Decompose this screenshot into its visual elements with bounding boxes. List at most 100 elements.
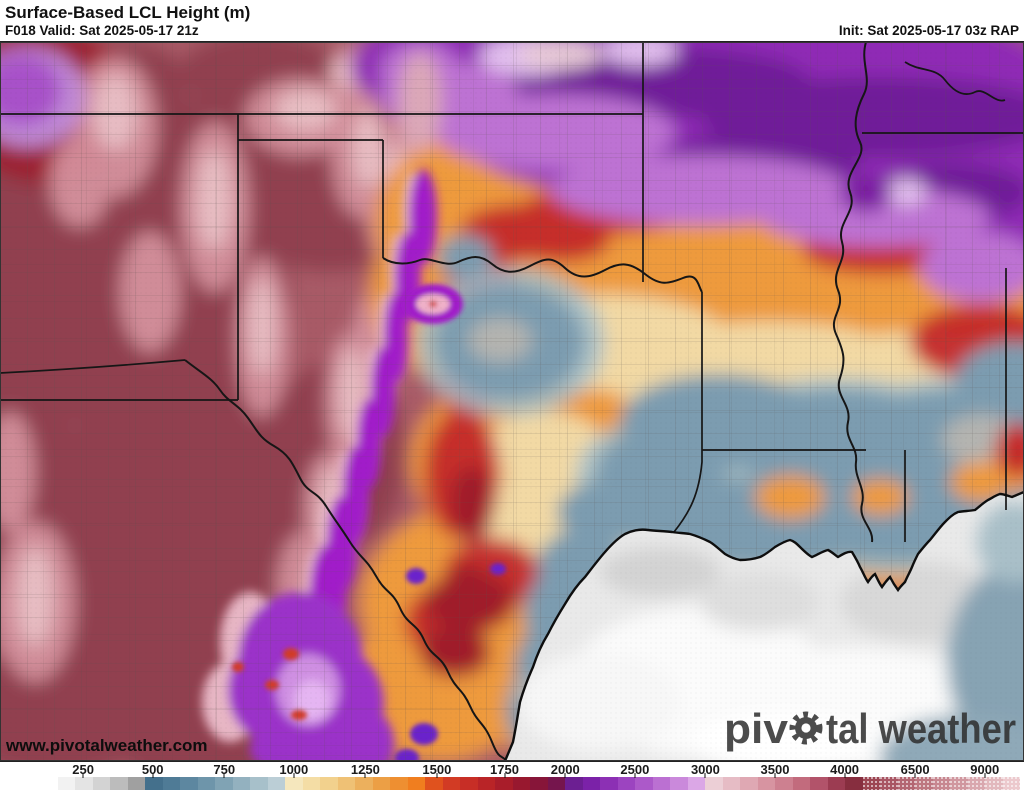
colorbar-label: 1500: [422, 762, 452, 777]
colorbar-segment: [775, 777, 793, 790]
colorbar-segment: [390, 777, 408, 790]
colorbar-segment: [267, 777, 285, 790]
colorbar-segment: [180, 777, 198, 790]
colorbar-label: 1250: [350, 762, 380, 777]
colorbar-segment: [337, 777, 355, 790]
colorbar-segment: [827, 777, 845, 790]
colorbar-segment: [687, 777, 705, 790]
colorbar-tick: [223, 773, 225, 778]
colorbar-tick: [504, 773, 506, 778]
colorbar-tick: [82, 773, 84, 778]
colorbar-tick: [634, 773, 636, 778]
gulf-of-mexico: [505, 492, 1024, 761]
watermark-pre: piv: [724, 705, 789, 752]
colorbar-segment: [635, 777, 653, 790]
colorbar-segment: [845, 777, 863, 790]
colorbar-label: 2500: [620, 762, 650, 777]
colorbar-segment: [197, 777, 215, 790]
colorbar-segment: [285, 777, 303, 790]
ohio-river: [904, 61, 1006, 102]
colorbar-segment: [582, 777, 600, 790]
colorbar-segment: [705, 777, 723, 790]
colorbar-tick: [774, 773, 776, 778]
colorbar-segment: [530, 777, 548, 790]
page-title: Surface-Based LCL Height (m): [5, 3, 251, 22]
colorbar-segment: [915, 777, 933, 790]
colorbar-label: 6500: [900, 762, 930, 777]
colorbar-tick: [844, 773, 846, 778]
valid-time-label: F018 Valid: Sat 2025-05-17 21z: [5, 23, 199, 38]
colorbar-segment: [652, 777, 670, 790]
colorbar: 250 500 750 1000 1250 1500 1750 2000 2500 3000 350…: [0, 762, 1024, 791]
colorbar-tick: [152, 773, 154, 778]
colorbar-segment: [407, 777, 425, 790]
colorbar-label: 500: [141, 762, 164, 777]
colorbar-tick: [704, 773, 706, 778]
colorbar-scale: [40, 773, 1020, 790]
colorbar-label: 750: [213, 762, 236, 777]
map-url-link[interactable]: www.pivotalweather.com: [5, 736, 208, 755]
colorbar-segment: [495, 777, 513, 790]
colorbar-segment: [320, 777, 338, 790]
colorbar-segment: [810, 777, 828, 790]
colorbar-segment: [477, 777, 495, 790]
colorbar-label: 9000: [970, 762, 1000, 777]
colorbar-tick: [564, 773, 566, 778]
colorbar-segment: [670, 777, 688, 790]
gulf-coastline: [503, 490, 1024, 761]
colorbar-segment: [442, 777, 460, 790]
colorbar-segment: [460, 777, 478, 790]
lcl-height-map: www.pivotalweather.com piv tal weather: [0, 42, 1024, 761]
colorbar-tick: [914, 773, 916, 778]
colorbar-segment: [40, 777, 58, 790]
colorbar-segment: [950, 777, 968, 790]
colorbar-segment: [92, 777, 110, 790]
colorbar-segment: [740, 777, 758, 790]
colorbar-tick: [436, 773, 438, 778]
colorbar-segment: [302, 777, 320, 790]
colorbar-segment: [617, 777, 635, 790]
gear-icon: [789, 711, 823, 745]
colorbar-label: 2000: [550, 762, 580, 777]
rio-grande-river: [184, 359, 507, 761]
colorbar-segment: [862, 777, 880, 790]
colorbar-label: 1000: [279, 762, 309, 777]
colorbar-label: 3500: [760, 762, 790, 777]
colorbar-segment: [162, 777, 180, 790]
colorbar-tick: [293, 773, 295, 778]
colorbar-segment: [215, 777, 233, 790]
watermark: piv tal weather: [724, 705, 1016, 752]
colorbar-segment: [547, 777, 565, 790]
colorbar-segment: [967, 777, 985, 790]
colorbar-segment: [932, 777, 950, 790]
colorbar-segment: [512, 777, 530, 790]
colorbar-segment: [110, 777, 128, 790]
colorbar-segment: [792, 777, 810, 790]
colorbar-segment: [757, 777, 775, 790]
colorbar-segment: [600, 777, 618, 790]
mississippi-river: [833, 42, 874, 543]
colorbar-segment: [880, 777, 898, 790]
colorbar-tick: [364, 773, 366, 778]
colorbar-segment: [372, 777, 390, 790]
colorbar-segment: [127, 777, 145, 790]
colorbar-label: 3000: [690, 762, 720, 777]
header-bar: Surface-Based LCL Height (m) F018 Valid:…: [0, 0, 1024, 41]
colorbar-segment: [57, 777, 75, 790]
watermark-post: tal weather: [826, 705, 1016, 752]
init-time-label: Init: Sat 2025-05-17 03z RAP: [838, 23, 1019, 38]
colorbar-tick: [984, 773, 986, 778]
colorbar-segment: [565, 777, 583, 790]
colorbar-segment: [232, 777, 250, 790]
state-borders: [0, 42, 1024, 761]
colorbar-segment: [355, 777, 373, 790]
colorbar-label: 4000: [830, 762, 860, 777]
colorbar-segment: [145, 777, 163, 790]
colorbar-segment: [897, 777, 915, 790]
colorbar-segment: [1002, 777, 1020, 790]
colorbar-segment: [75, 777, 93, 790]
colorbar-segment: [425, 777, 443, 790]
colorbar-label: 250: [72, 762, 94, 777]
colorbar-segment: [250, 777, 268, 790]
